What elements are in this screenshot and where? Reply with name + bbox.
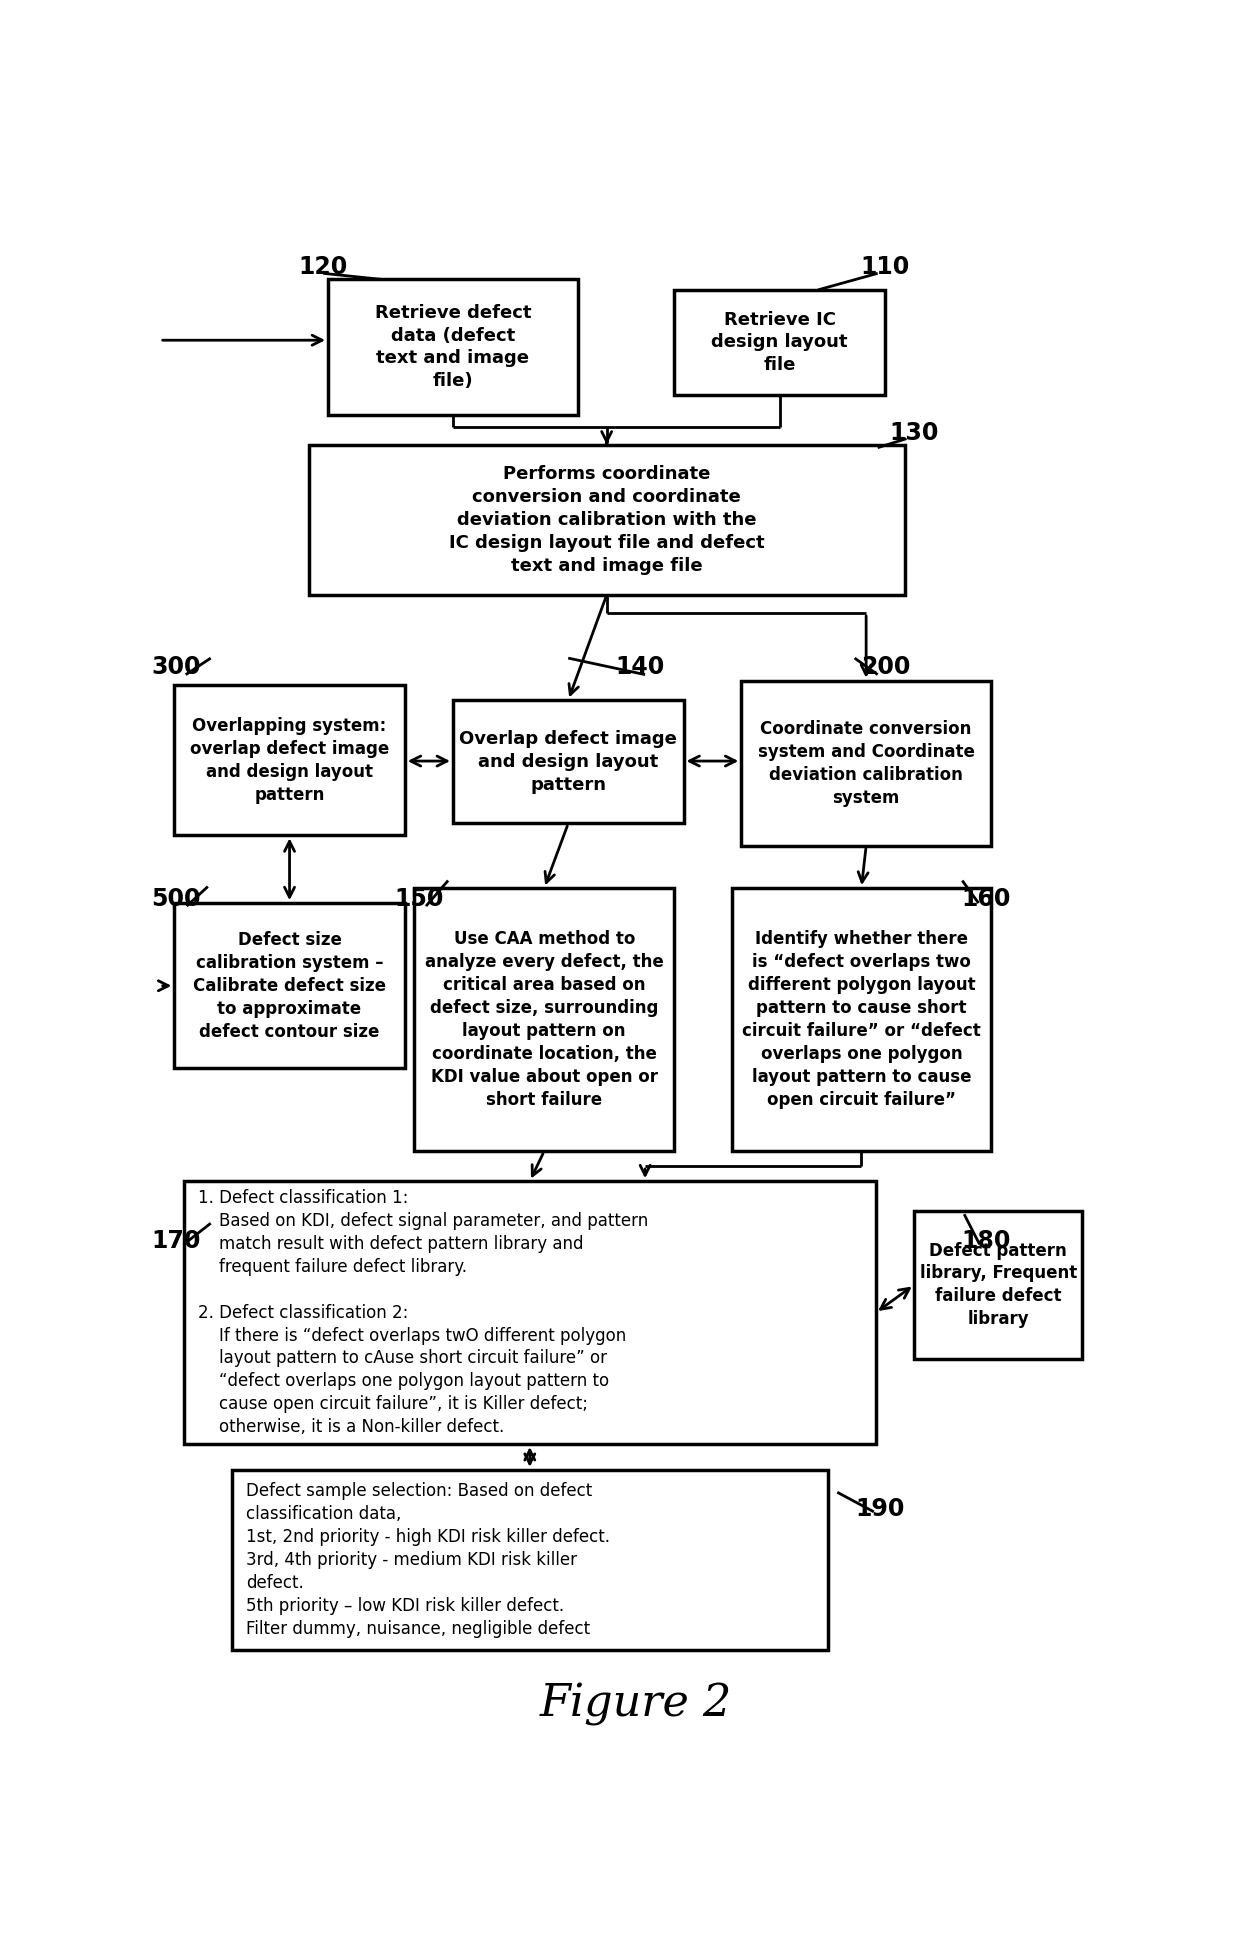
FancyBboxPatch shape: [914, 1210, 1083, 1359]
FancyBboxPatch shape: [414, 888, 675, 1152]
Text: Defect size
calibration system –
Calibrate defect size
to approximate
defect con: Defect size calibration system – Calibra…: [193, 931, 386, 1040]
Text: Defect pattern
library, Frequent
failure defect
library: Defect pattern library, Frequent failure…: [920, 1241, 1076, 1327]
FancyBboxPatch shape: [732, 888, 991, 1152]
Text: 120: 120: [299, 256, 347, 279]
Text: 500: 500: [151, 886, 201, 910]
Text: Identify whether there
is “defect overlaps two
different polygon layout
pattern : Identify whether there is “defect overla…: [742, 931, 981, 1109]
Text: 150: 150: [394, 886, 444, 910]
Text: 110: 110: [861, 256, 910, 279]
FancyBboxPatch shape: [675, 289, 885, 394]
Text: Use CAA method to
analyze every defect, the
critical area based on
defect size, : Use CAA method to analyze every defect, …: [425, 931, 663, 1109]
Text: 180: 180: [961, 1230, 1011, 1253]
Text: 300: 300: [151, 656, 201, 679]
FancyBboxPatch shape: [327, 279, 578, 414]
FancyBboxPatch shape: [232, 1470, 828, 1649]
FancyBboxPatch shape: [453, 701, 683, 824]
Text: Retrieve defect
data (defect
text and image
file): Retrieve defect data (defect text and im…: [374, 305, 531, 390]
Text: 140: 140: [616, 656, 665, 679]
Text: 190: 190: [856, 1497, 905, 1521]
Text: 130: 130: [889, 420, 939, 445]
FancyBboxPatch shape: [742, 681, 991, 845]
Text: 1. Defect classification 1:
    Based on KDI, defect signal parameter, and patte: 1. Defect classification 1: Based on KDI…: [198, 1189, 649, 1437]
Text: Defect sample selection: Based on defect
classification data,
1st, 2nd priority : Defect sample selection: Based on defect…: [247, 1482, 610, 1638]
Text: Overlapping system:
overlap defect image
and design layout
pattern: Overlapping system: overlap defect image…: [190, 716, 389, 804]
FancyBboxPatch shape: [174, 685, 404, 835]
FancyBboxPatch shape: [184, 1181, 875, 1444]
Text: Overlap defect image
and design layout
pattern: Overlap defect image and design layout p…: [459, 730, 677, 794]
Text: 200: 200: [861, 656, 910, 679]
Text: Retrieve IC
design layout
file: Retrieve IC design layout file: [712, 310, 848, 375]
Text: 170: 170: [151, 1230, 201, 1253]
Text: Coordinate conversion
system and Coordinate
deviation calibration
system: Coordinate conversion system and Coordin…: [758, 720, 975, 806]
Text: Figure 2: Figure 2: [539, 1683, 732, 1726]
FancyBboxPatch shape: [309, 445, 905, 595]
Text: 160: 160: [961, 886, 1011, 910]
Text: Performs coordinate
conversion and coordinate
deviation calibration with the
IC : Performs coordinate conversion and coord…: [449, 465, 765, 574]
FancyBboxPatch shape: [174, 904, 404, 1068]
